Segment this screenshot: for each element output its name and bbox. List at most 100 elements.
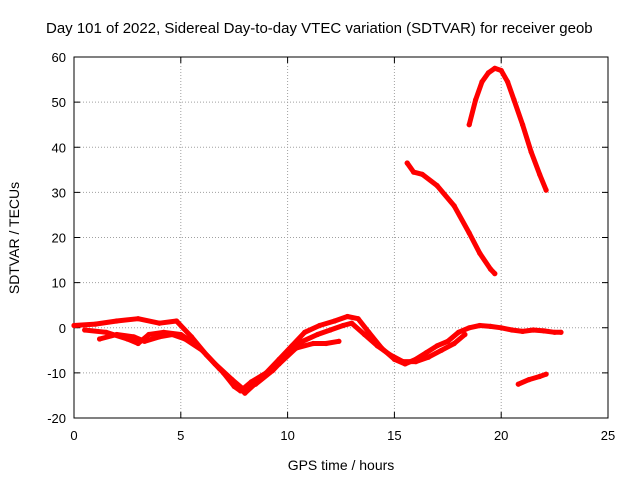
- data-point: [300, 338, 306, 344]
- y-tick-label: -20: [47, 411, 66, 426]
- data-point: [340, 322, 346, 329]
- data-point: [323, 340, 329, 347]
- data-point: [455, 329, 462, 335]
- data-point: [473, 97, 479, 103]
- data-point: [169, 331, 175, 338]
- y-tick-label: 60: [52, 50, 66, 65]
- grid-lines: [74, 57, 608, 418]
- data-point: [479, 79, 485, 85]
- data-point: [92, 321, 98, 327]
- data-point: [314, 331, 321, 338]
- data-point: [103, 329, 109, 335]
- data-series: [71, 65, 564, 396]
- data-point: [141, 338, 148, 344]
- data-point: [558, 329, 564, 335]
- data-point: [477, 322, 483, 329]
- data-point: [242, 390, 248, 396]
- x-tick-label: 20: [494, 428, 508, 443]
- data-point: [511, 97, 517, 103]
- data-point: [349, 320, 355, 326]
- chart-title: Day 101 of 2022, Sidereal Day-to-day VTE…: [46, 20, 593, 37]
- data-point: [528, 149, 534, 155]
- x-tick-label: 10: [280, 428, 294, 443]
- data-point: [487, 266, 494, 272]
- data-point: [520, 122, 526, 128]
- data-point: [515, 381, 521, 387]
- data-point: [423, 350, 429, 356]
- data-point: [310, 340, 316, 347]
- data-point: [216, 365, 222, 371]
- data-point: [131, 334, 137, 340]
- data-point: [82, 327, 88, 333]
- x-tick-label: 5: [177, 428, 184, 443]
- data-point: [438, 347, 444, 353]
- y-tick-label: 10: [52, 276, 66, 291]
- y-tick-label: -10: [47, 366, 66, 381]
- data-point: [114, 318, 120, 324]
- data-point: [374, 343, 380, 349]
- data-point: [419, 171, 425, 177]
- data-point: [462, 331, 468, 338]
- data-point: [182, 336, 188, 342]
- data-point: [487, 323, 494, 329]
- data-point: [302, 329, 308, 335]
- data-point: [434, 343, 440, 349]
- data-point: [156, 334, 162, 340]
- y-axis-label: SDTVAR / TECUs: [6, 182, 22, 294]
- data-point: [434, 183, 440, 189]
- data-point: [426, 354, 432, 360]
- data-point: [537, 171, 543, 177]
- data-point: [233, 381, 239, 387]
- data-point: [451, 203, 457, 209]
- data-point: [332, 318, 338, 324]
- y-tick-label: 40: [52, 140, 66, 155]
- data-point: [135, 316, 141, 322]
- data-point: [509, 327, 515, 333]
- series-track-b: [82, 320, 468, 392]
- y-tick-label: 50: [52, 95, 66, 110]
- data-point: [526, 377, 532, 383]
- data-point: [327, 327, 333, 333]
- data-point: [505, 79, 511, 85]
- data-point: [537, 373, 543, 380]
- data-point: [156, 320, 162, 326]
- x-axis-ticks: 0 5 10 15 20 25: [70, 57, 615, 443]
- data-point: [199, 347, 205, 353]
- data-point: [146, 331, 152, 338]
- data-point: [114, 331, 120, 338]
- data-point: [404, 160, 410, 166]
- data-point: [336, 338, 342, 344]
- y-tick-label: 20: [52, 231, 66, 246]
- x-tick-label: 0: [70, 428, 77, 443]
- series-track-a: [71, 314, 564, 394]
- series-track-f: [515, 371, 549, 387]
- data-point: [355, 316, 361, 322]
- data-point: [466, 122, 472, 128]
- data-point: [543, 187, 549, 193]
- data-point: [173, 318, 180, 324]
- data-point: [387, 352, 393, 358]
- data-point: [466, 230, 472, 236]
- data-point: [413, 359, 419, 365]
- data-point: [344, 313, 350, 320]
- data-point: [135, 340, 141, 347]
- data-point: [520, 328, 526, 334]
- x-axis-label: GPS time / hours: [288, 457, 395, 473]
- data-point: [498, 67, 504, 74]
- data-point: [71, 322, 77, 329]
- data-point: [492, 65, 498, 71]
- data-point: [97, 336, 103, 342]
- data-point: [400, 359, 406, 365]
- data-point: [552, 329, 558, 335]
- data-point: [477, 250, 483, 256]
- x-tick-label: 25: [601, 428, 615, 443]
- data-point: [466, 325, 472, 331]
- data-point: [498, 325, 504, 331]
- data-point: [276, 361, 282, 367]
- data-point: [317, 322, 323, 329]
- series-track-d: [404, 160, 498, 277]
- data-point: [492, 271, 498, 277]
- data-point: [530, 327, 536, 333]
- data-point: [361, 331, 368, 338]
